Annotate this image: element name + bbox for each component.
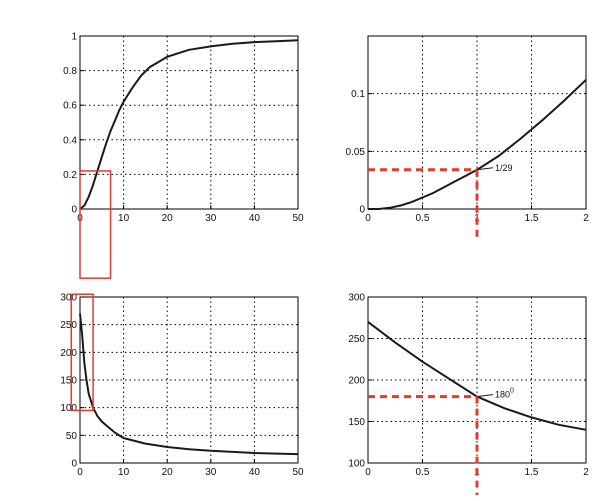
y-tick-label: 250 [348,334,365,345]
y-tick-label: 0 [71,205,77,216]
x-tick-label: 0 [365,467,371,478]
y-tick-label: 50 [66,431,78,442]
chart-top-right: 0 0.5 1 1.5 200.050.11/29 [346,35,589,241]
annotation-leader [476,167,494,171]
chart-bottom-left: 0 10 20 30 40 50 0 50 100 150 200 250 300 [60,293,304,479]
y-tick-label: 1 [71,32,77,43]
x-tick-label: 0.5 [416,467,430,478]
y-tick-label: 0.05 [346,147,366,158]
y-tick-label: 250 [60,320,77,331]
x-tick-label: 0.5 [416,213,430,224]
x-tick-label: 0 [77,467,83,478]
y-tick-label: 300 [348,293,365,304]
series-line [79,39,299,210]
y-tick-label: 100 [348,459,365,470]
y-tick-label: 0 [71,459,77,470]
y-tick-label: 0.6 [63,101,77,112]
x-tick-label: 40 [249,467,261,478]
x-tick-label: 40 [249,213,261,224]
highlight-box [70,293,94,412]
x-tick-label: 10 [118,213,130,224]
series-line [368,79,587,210]
annotation-label-1-29: 1/29 [495,163,513,173]
series-line [79,313,299,456]
annotation-label-180: 180 [495,390,510,400]
y-tick-label: 150 [348,417,365,428]
x-tick-label: 30 [205,213,217,224]
y-tick-label: 0.8 [63,66,77,77]
x-tick-label: 20 [162,467,174,478]
y-tick-label: 0.1 [351,89,365,100]
y-tick-label: 150 [60,376,77,387]
x-tick-label: 10 [118,467,130,478]
y-tick-label: 0.4 [63,135,77,146]
x-tick-label: 2 [583,467,589,478]
y-tick-label: 300 [60,293,77,304]
y-tick-label: 100 [60,403,77,414]
y-tick-label: 200 [60,348,77,359]
y-tick-label: 200 [348,376,365,387]
x-tick-label: 20 [162,213,174,224]
annotation-superscript: 0 [510,388,514,395]
x-tick-label: 50 [292,467,304,478]
x-tick-label: 1.5 [525,467,539,478]
y-tick-label: 0.2 [63,170,77,181]
x-tick-label: 2 [583,213,589,224]
x-tick-label: 50 [292,213,304,224]
x-tick-label: 1.5 [525,213,539,224]
highlight-box [79,170,112,279]
y-tick-label: 0 [359,205,365,216]
x-tick-label: 30 [205,467,217,478]
annotation-leader [476,394,494,398]
plot-frame [79,35,299,210]
x-tick-label: 0 [365,213,371,224]
